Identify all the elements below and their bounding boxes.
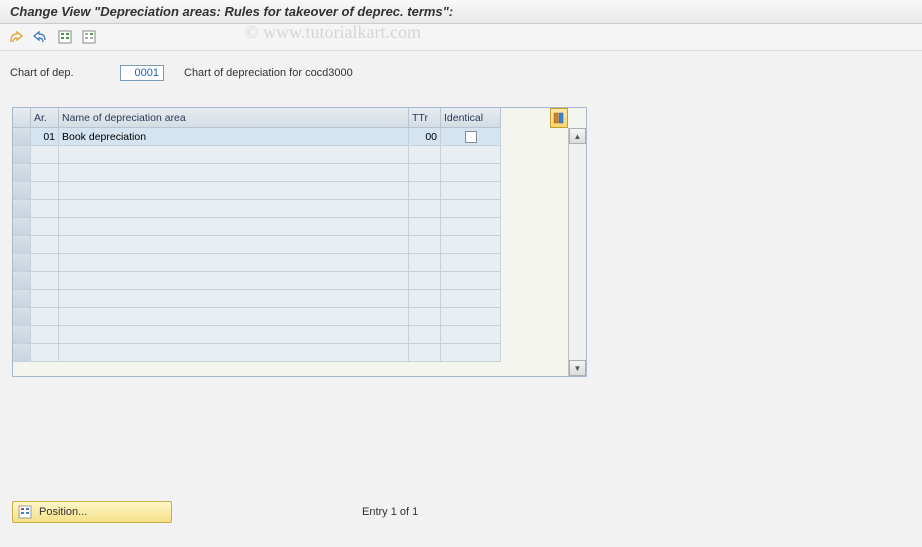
table-config-icon (553, 112, 565, 124)
select-all-button[interactable] (54, 27, 76, 47)
deselect-all-button[interactable] (78, 27, 100, 47)
identical-checkbox[interactable] (465, 131, 477, 143)
cell-identical[interactable] (441, 128, 501, 146)
chart-of-dep-label: Chart of dep. (10, 67, 110, 79)
scroll-track[interactable] (569, 144, 586, 360)
other-view-icon (9, 30, 25, 44)
col-selector[interactable] (13, 108, 31, 128)
chart-of-dep-description: Chart of depreciation for cocd3000 (184, 67, 353, 79)
col-name[interactable]: Name of depreciation area (59, 108, 409, 128)
table-config-button[interactable] (550, 108, 568, 128)
col-ar[interactable]: Ar. (31, 108, 59, 128)
depreciation-table: Ar. Name of depreciation area TTr Identi… (12, 107, 587, 377)
undo-icon (33, 30, 49, 44)
undo-button[interactable] (30, 27, 52, 47)
position-icon (17, 504, 33, 520)
save-all-icon (82, 30, 96, 44)
scroll-up-button[interactable]: ▲ (569, 128, 586, 144)
position-button[interactable]: Position... (12, 501, 172, 523)
vertical-scrollbar[interactable]: ▲ ▼ (568, 128, 586, 376)
cell-ttr[interactable]: 00 (409, 128, 441, 146)
col-identical[interactable]: Identical (441, 108, 501, 128)
toolbar (0, 24, 922, 51)
cell-name[interactable]: Book depreciation (59, 128, 409, 146)
page-title: Change View "Depreciation areas: Rules f… (0, 0, 922, 24)
scroll-down-button[interactable]: ▼ (569, 360, 586, 376)
other-view-button[interactable] (6, 27, 28, 47)
save-icon (58, 30, 72, 44)
position-button-label: Position... (39, 506, 87, 518)
row-selector[interactable] (13, 128, 31, 146)
chart-of-dep-row: Chart of dep. Chart of depreciation for … (0, 51, 922, 91)
bottom-bar: Position... Entry 1 of 1 (12, 501, 910, 523)
col-ttr[interactable]: TTr (409, 108, 441, 128)
chart-of-dep-input[interactable] (120, 65, 164, 81)
entry-count: Entry 1 of 1 (362, 506, 418, 518)
cell-ar[interactable]: 01 (31, 128, 59, 146)
